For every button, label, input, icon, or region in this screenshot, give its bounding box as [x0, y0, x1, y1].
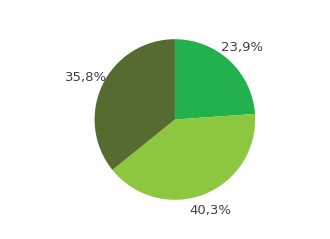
Wedge shape	[175, 39, 255, 120]
Text: 35,8%: 35,8%	[65, 71, 108, 84]
Text: 40,3%: 40,3%	[190, 204, 232, 217]
Wedge shape	[113, 114, 255, 200]
Text: 23,9%: 23,9%	[221, 41, 263, 54]
Wedge shape	[95, 39, 175, 170]
